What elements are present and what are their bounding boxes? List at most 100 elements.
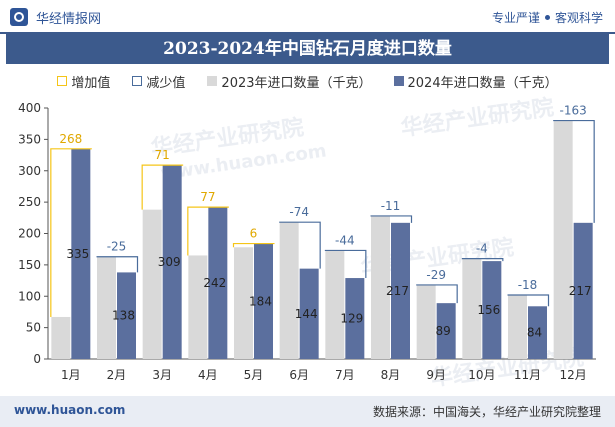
bar-2023 bbox=[416, 284, 436, 359]
bar-2024-value-label: 89 bbox=[436, 324, 451, 338]
bar-2023 bbox=[51, 316, 71, 359]
bar-2024 bbox=[254, 243, 273, 359]
bar-2024-value-label: 242 bbox=[203, 276, 226, 290]
x-tick-label: 2月 bbox=[107, 368, 127, 382]
y-tick-label: 200 bbox=[18, 227, 41, 241]
bar-2024 bbox=[573, 222, 593, 359]
bar-2024 bbox=[208, 207, 228, 359]
bar-2024 bbox=[71, 148, 91, 359]
x-tick-label: 10月 bbox=[468, 368, 495, 382]
x-tick-label: 1月 bbox=[61, 368, 81, 382]
bar-2024-value-label: 184 bbox=[249, 294, 272, 308]
change-bracket bbox=[461, 258, 504, 262]
bar-2024-value-label: 217 bbox=[569, 284, 592, 298]
top-bar: 华经情报网 专业严谨 客观科学 bbox=[0, 0, 615, 34]
x-tick-label: 3月 bbox=[152, 368, 172, 382]
bar-2024 bbox=[162, 165, 182, 359]
x-tick-label: 7月 bbox=[335, 368, 355, 382]
bar-2024 bbox=[391, 222, 410, 359]
legend-2024-swatch bbox=[393, 76, 404, 86]
change-label: -11 bbox=[381, 199, 401, 213]
huajing-logo-icon bbox=[10, 8, 28, 26]
legend-decrease-swatch bbox=[132, 76, 143, 86]
bar-2024 bbox=[345, 278, 365, 359]
legend-decrease-label: 减少值 bbox=[146, 75, 186, 91]
x-tick-label: 9月 bbox=[426, 368, 446, 382]
bar-2024 bbox=[117, 272, 136, 359]
legend-increase: 增加值 bbox=[57, 72, 111, 91]
change-bracket bbox=[416, 284, 458, 304]
bar-2023 bbox=[279, 222, 299, 359]
change-label: -163 bbox=[560, 104, 587, 118]
legend-2024-label: 2024年进口数量（千克） bbox=[407, 75, 558, 91]
y-tick-label: 150 bbox=[18, 258, 41, 272]
legend-2023-label: 2023年进口数量（千克） bbox=[221, 75, 372, 91]
x-tick-label: 4月 bbox=[198, 368, 218, 382]
legend-2024: 2024年进口数量（千克） bbox=[393, 72, 558, 91]
change-label: -74 bbox=[289, 205, 309, 219]
y-tick-label: 250 bbox=[18, 195, 41, 209]
change-bracket bbox=[50, 148, 92, 317]
chart-legend: 增加值 减少值 2023年进口数量（千克） 2024年进口数量（千克） bbox=[0, 72, 615, 91]
change-bracket bbox=[187, 206, 229, 256]
bar-2024-value-label: 84 bbox=[527, 326, 542, 340]
change-label: -18 bbox=[518, 278, 538, 292]
legend-increase-label: 增加值 bbox=[71, 75, 111, 91]
tagline: 专业严谨 客观科学 bbox=[492, 9, 603, 26]
chart-plot: 0 50 100 150 200 250 300 350 400 268 335 1月 -25 138 2月… bbox=[18, 101, 596, 382]
bar-2023 bbox=[142, 209, 162, 359]
x-tick-label: 5月 bbox=[244, 368, 264, 382]
bar-2024-value-label: 309 bbox=[158, 255, 181, 269]
change-label: 268 bbox=[59, 132, 82, 146]
legend-decrease: 减少值 bbox=[132, 72, 186, 91]
change-bracket bbox=[96, 256, 139, 273]
dot-separator bbox=[544, 15, 550, 20]
bar-2023 bbox=[97, 256, 116, 359]
change-bracket bbox=[370, 215, 413, 223]
change-label: -25 bbox=[107, 240, 127, 254]
bar-2024 bbox=[528, 306, 547, 359]
change-label: 71 bbox=[155, 148, 170, 162]
footer: www.huaon.com 数据来源：中国海关，华经产业研究院整理 bbox=[0, 396, 615, 427]
y-tick-label: 300 bbox=[18, 164, 41, 178]
brand-name: 华经情报网 bbox=[36, 12, 102, 27]
x-tick-label: 12月 bbox=[560, 368, 587, 382]
change-bracket bbox=[553, 119, 595, 223]
bar-2024-value-label: 129 bbox=[340, 312, 363, 326]
change-bracket bbox=[324, 249, 367, 279]
change-label: -44 bbox=[335, 233, 355, 247]
tagline-left: 专业严谨 bbox=[491, 11, 540, 25]
x-tick-label: 8月 bbox=[381, 368, 401, 382]
legend-increase-swatch bbox=[57, 76, 68, 86]
bar-2023 bbox=[553, 120, 573, 359]
change-bracket bbox=[232, 242, 275, 248]
bar-2024-value-label: 335 bbox=[66, 247, 89, 261]
bar-2023 bbox=[462, 258, 482, 359]
footer-source: 数据来源：中国海关，华经产业研究院整理 bbox=[372, 405, 601, 419]
y-tick-label: 50 bbox=[26, 321, 41, 335]
bar-2023 bbox=[371, 215, 390, 359]
footer-url[interactable]: www.huaon.com bbox=[14, 403, 126, 417]
change-label: -29 bbox=[426, 268, 446, 282]
legend-2023-swatch bbox=[207, 76, 218, 86]
y-tick-label: 400 bbox=[18, 101, 41, 115]
bar-2023 bbox=[508, 294, 527, 359]
change-label: 77 bbox=[200, 190, 215, 204]
change-bracket bbox=[279, 221, 321, 269]
bar-2023 bbox=[188, 255, 208, 359]
x-tick-label: 6月 bbox=[289, 368, 309, 382]
chart-title: 2023-2024年中国钻石月度进口数量 bbox=[6, 34, 609, 64]
change-label: 6 bbox=[250, 227, 258, 241]
bar-2024-value-label: 138 bbox=[112, 309, 135, 323]
change-bracket bbox=[507, 294, 550, 307]
tagline-right: 客观科学 bbox=[554, 11, 603, 25]
y-tick-label: 100 bbox=[18, 289, 41, 303]
change-label: -4 bbox=[476, 242, 488, 256]
bar-2023 bbox=[234, 247, 253, 359]
y-tick-label: 350 bbox=[18, 132, 41, 146]
bar-2024 bbox=[482, 261, 502, 359]
bar-2024-value-label: 156 bbox=[477, 303, 500, 317]
y-tick-label: 0 bbox=[33, 352, 41, 366]
legend-2023: 2023年进口数量（千克） bbox=[207, 72, 372, 91]
bar-2024-value-label: 144 bbox=[295, 307, 318, 321]
